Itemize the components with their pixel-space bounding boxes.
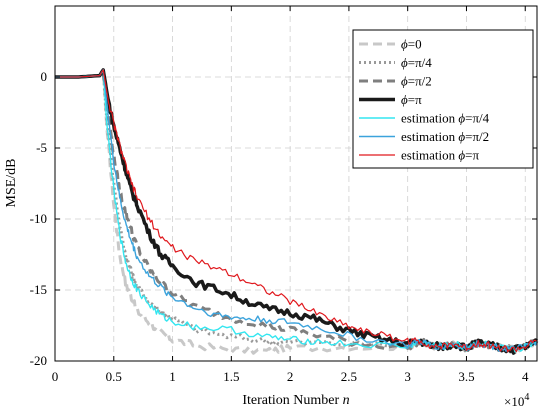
x-tick-label: 3 [404, 369, 411, 384]
legend-label: ϕ=π/2 [401, 74, 432, 89]
x-tick-label: 0 [52, 369, 59, 384]
legend-label: estimation ϕ=π/4 [401, 111, 490, 126]
x-tick-label: 2 [287, 369, 294, 384]
legend: ϕ=0 ϕ=π/4 ϕ=π/2 ϕ=π estimation ϕ=π/4 estimati… [352, 29, 534, 169]
legend-label: estimation ϕ=π/2 [401, 129, 489, 144]
legend-label: ϕ=π [401, 92, 422, 107]
ticks [54, 6, 537, 362]
series-line-6 [55, 69, 538, 353]
y-tick-label: 0 [41, 69, 48, 84]
x-axis-label: Iteration Number n [242, 393, 349, 408]
y-tick-label: -5 [36, 140, 47, 155]
legend-label: estimation ϕ=π [401, 148, 479, 163]
series-line-5 [55, 69, 538, 352]
x-tick-label: 1 [169, 369, 176, 384]
y-axis-label: MSE/dB [4, 158, 19, 207]
x-tick-label: 4 [522, 369, 529, 384]
y-tick-label: -15 [30, 282, 47, 297]
x-tick-label: 0.5 [106, 369, 122, 384]
grid [55, 6, 537, 361]
x-tick-label: 1.5 [223, 369, 239, 384]
plot-lines [55, 68, 539, 355]
series-line-3 [55, 68, 539, 355]
plot-frame [54, 5, 538, 362]
y-tick-label: -20 [30, 353, 47, 368]
legend-label: ϕ=π/4 [401, 55, 432, 70]
x-tick-label: 3.5 [458, 369, 474, 384]
legend-label: ϕ=0 [401, 37, 422, 52]
tick-labels: 0 0.5 1 1.5 2 2.5 3 3.5 4 0 -5 -10 -15 -20 [30, 69, 529, 384]
y-tick-label: -10 [30, 211, 47, 226]
x-axis-multiplier: ×104 [504, 392, 529, 409]
x-tick-label: 2.5 [341, 369, 357, 384]
